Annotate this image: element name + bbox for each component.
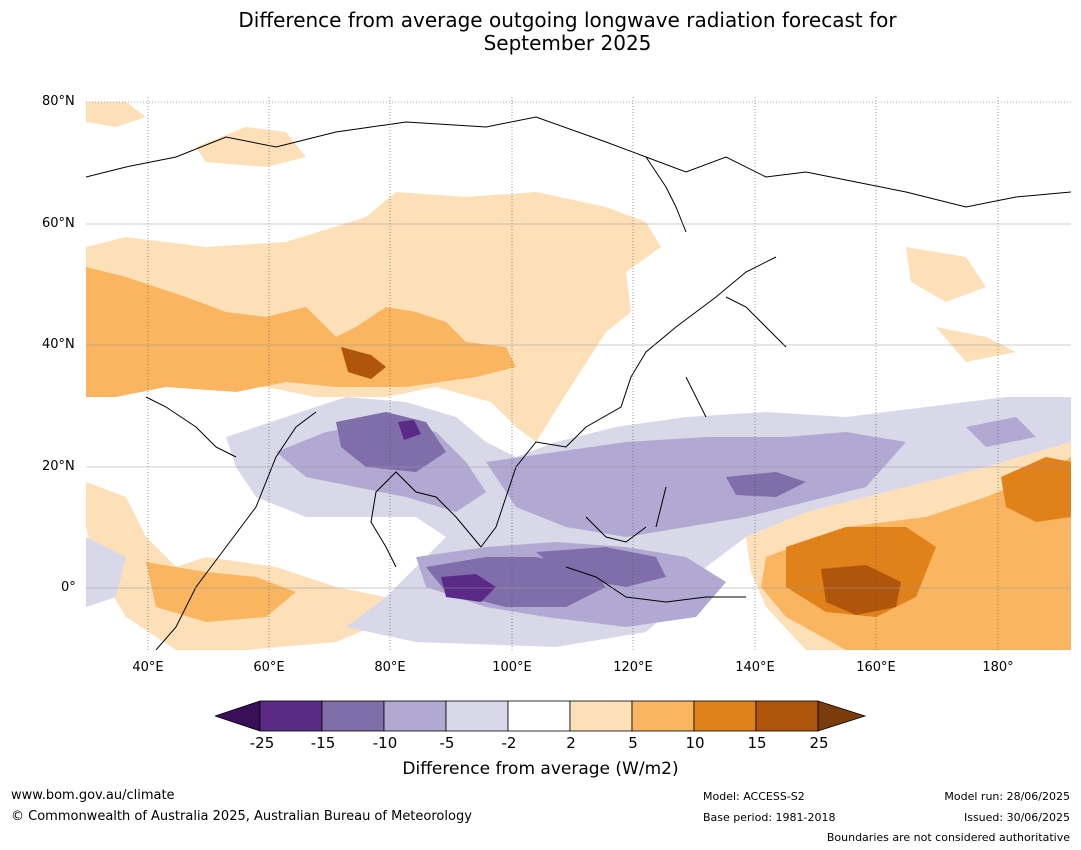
anomaly-map [86, 97, 1071, 650]
colorbar-bin [693, 700, 757, 732]
boundaries-disclaimer: Boundaries are not considered authoritat… [826, 831, 1070, 844]
colorbar-tick: -2 [501, 734, 517, 752]
map-title: Difference from average outgoing longwav… [0, 9, 1081, 55]
copyright-text: © Commonwealth of Australia 2025, Austra… [11, 809, 472, 824]
colorbar-bin [445, 700, 509, 732]
map-svg [86, 97, 1071, 650]
lon-label-40e: 40°E [132, 660, 164, 675]
lon-label-80e: 80°E [374, 660, 406, 675]
colorbar-bin [259, 700, 323, 732]
colorbar-tick: 15 [747, 734, 767, 752]
lat-label-60n: 60°N [42, 216, 75, 231]
colorbar-tick: -15 [310, 734, 336, 752]
model-text: Model: ACCESS-S2 [703, 790, 805, 803]
gridlines [86, 97, 1071, 650]
issued-text: Issued: 30/06/2025 [963, 811, 1070, 824]
lat-label-80n: 80°N [42, 94, 75, 109]
colorbar-bin [755, 700, 819, 732]
lat-label-0: 0° [61, 580, 76, 595]
colorbar-tick: 5 [628, 734, 638, 752]
colorbar-label: Difference from average (W/m2) [402, 759, 679, 779]
colorbar-bin [631, 700, 695, 732]
lon-label-120e: 120°E [613, 660, 653, 675]
website-text: www.bom.gov.au/climate [11, 788, 175, 803]
colorbar-extend-low [215, 700, 261, 732]
colorbar-tick: -5 [439, 734, 455, 752]
lon-label-60e: 60°E [253, 660, 285, 675]
colorbar-tick: 2 [566, 734, 576, 752]
lon-label-160e: 160°E [856, 660, 896, 675]
positive-anomaly-strong [341, 347, 1071, 617]
colorbar-bin [569, 700, 633, 732]
colorbar-bin [507, 700, 571, 732]
title-line-2: September 2025 [483, 31, 652, 55]
lon-label-180: 180° [982, 660, 1014, 675]
colorbar-bin [321, 700, 385, 732]
colorbar-bin [383, 700, 447, 732]
colorbar-tick: 10 [685, 734, 705, 752]
coastlines [86, 116, 1071, 650]
title-line-1: Difference from average outgoing longwav… [238, 8, 897, 32]
colorbar-tick: -25 [249, 734, 275, 752]
colorbar-tick: -10 [372, 734, 398, 752]
colorbar [215, 700, 867, 732]
model-run-text: Model run: 28/06/2025 [944, 790, 1070, 803]
lon-label-140e: 140°E [735, 660, 775, 675]
lat-label-20n: 20°N [42, 459, 75, 474]
lat-label-40n: 40°N [42, 337, 75, 352]
colorbar-tick: 25 [809, 734, 829, 752]
lon-label-100e: 100°E [492, 660, 532, 675]
colorbar-extend-high [817, 700, 867, 732]
base-period-text: Base period: 1981-2018 [703, 811, 836, 824]
